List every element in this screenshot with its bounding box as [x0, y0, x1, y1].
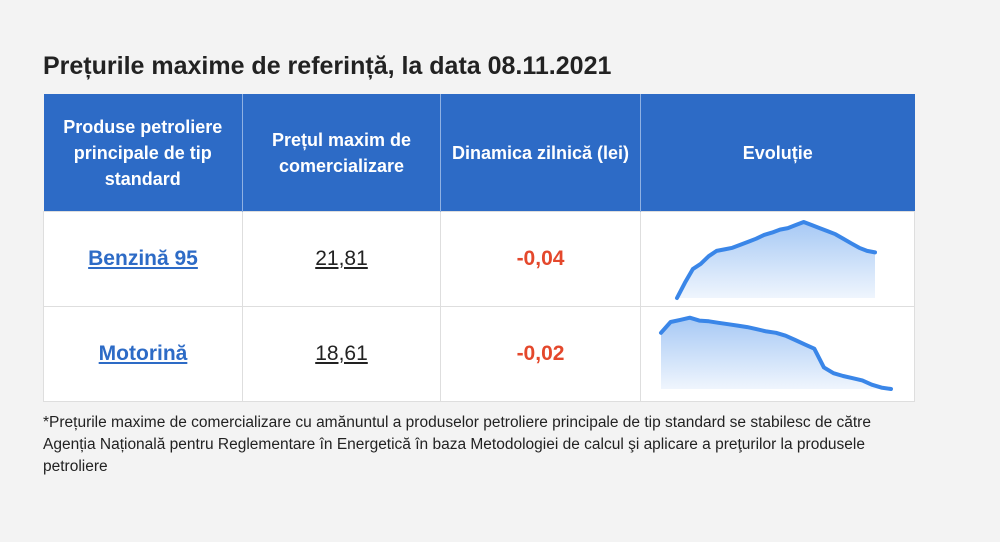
delta-cell: -0,04 — [440, 211, 641, 307]
column-header-price: Prețul maxim de comercializare — [242, 94, 441, 212]
table-row: Benzină 95 21,81 -0,04 — [43, 211, 915, 307]
product-link-motorina[interactable]: Motorină — [98, 342, 188, 365]
sparkline-line — [659, 315, 893, 391]
column-header-product: Produse petroliere principale de tip sta… — [43, 94, 243, 212]
footnote: *Prețurile maxime de comercializare cu a… — [43, 414, 871, 475]
price-cell: 21,81 — [242, 211, 441, 307]
sparkline-chart-benzina — [675, 220, 877, 300]
sparkline-line — [675, 220, 877, 300]
column-header-delta: Dinamica zilnică (lei) — [440, 94, 641, 212]
evolution-cell — [640, 211, 915, 307]
evolution-cell — [640, 306, 915, 402]
table-header-row: Produse petroliere principale de tip sta… — [43, 94, 915, 212]
product-cell: Motorină — [43, 306, 243, 402]
sparkline-chart-motorina — [659, 315, 893, 391]
table-row: Motorină 18,61 -0,02 — [43, 306, 915, 402]
product-link-benzina-95[interactable]: Benzină 95 — [88, 247, 198, 270]
product-cell: Benzină 95 — [43, 211, 243, 307]
page-title: Prețurile maxime de referință, la data 0… — [43, 52, 612, 80]
sparkline-area — [677, 222, 875, 298]
daily-delta-value: -0,02 — [516, 342, 565, 365]
delta-cell: -0,02 — [440, 306, 641, 402]
daily-delta-value: -0,04 — [516, 247, 565, 270]
price-value: 18,61 — [315, 342, 368, 365]
sparkline-area — [661, 317, 891, 389]
column-header-evolution: Evoluție — [640, 94, 915, 212]
prices-table: Produse petroliere principale de tip sta… — [43, 94, 915, 402]
price-cell: 18,61 — [242, 306, 441, 402]
price-value: 21,81 — [315, 247, 368, 270]
